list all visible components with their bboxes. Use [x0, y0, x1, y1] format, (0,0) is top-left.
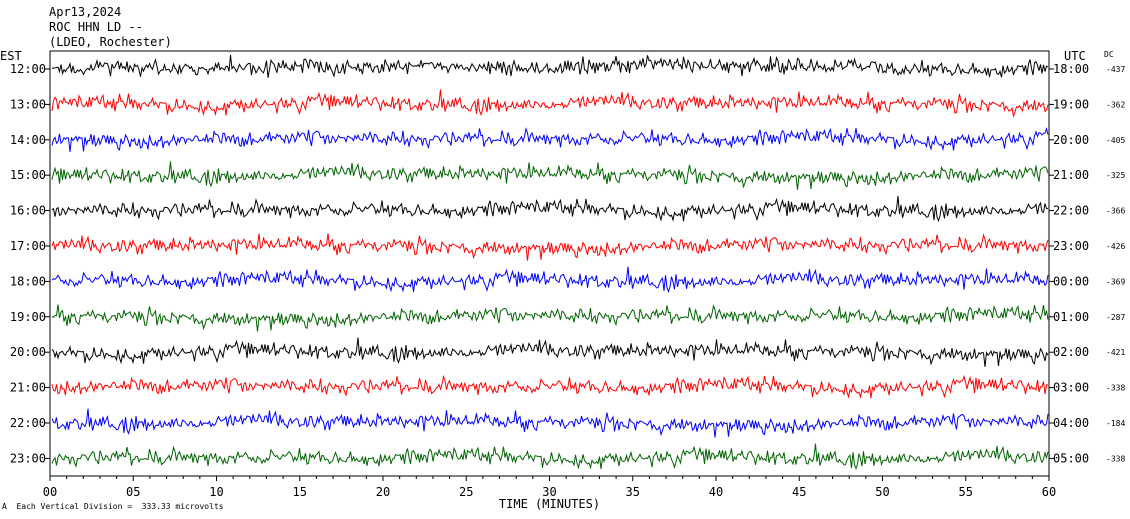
- trace-2100: [51, 374, 1049, 399]
- trace-1600: [51, 195, 1049, 223]
- utc-axis-title: UTC: [1064, 49, 1086, 63]
- est-hour-label: 18:00: [10, 274, 46, 288]
- trace-1400: [51, 126, 1049, 153]
- utc-hour-label: 01:00: [1053, 310, 1089, 324]
- est-axis-title: EST: [0, 49, 22, 63]
- dc-offset-label: -426: [1106, 242, 1125, 251]
- x-tick-label: 45: [792, 485, 806, 499]
- utc-hour-label: 20:00: [1053, 133, 1089, 147]
- est-hour-label: 12:00: [10, 62, 46, 76]
- station-label: ROC HHN LD --: [49, 20, 143, 34]
- est-hour-label: 22:00: [10, 416, 46, 430]
- est-hour-label: 20:00: [10, 345, 46, 359]
- utc-hour-label: 04:00: [1053, 416, 1089, 430]
- x-tick-label: 40: [709, 485, 723, 499]
- est-hour-label: 19:00: [10, 310, 46, 324]
- est-hour-label: 13:00: [10, 97, 46, 111]
- est-hour-label: 17:00: [10, 239, 46, 253]
- x-tick-label: 35: [626, 485, 640, 499]
- trace-2300: [51, 443, 1049, 470]
- dc-offset-label: -325: [1106, 171, 1125, 180]
- x-tick-label: 15: [293, 485, 307, 499]
- trace-1300: [51, 89, 1049, 118]
- network-label: (LDEO, Rochester): [49, 35, 172, 49]
- dc-offset-label: -338: [1106, 454, 1125, 463]
- dc-offset-label: -366: [1106, 207, 1125, 216]
- utc-hour-label: 21:00: [1053, 168, 1089, 182]
- x-tick-label: 50: [875, 485, 889, 499]
- dc-offset-label: -369: [1106, 277, 1125, 286]
- est-hour-label: 15:00: [10, 168, 46, 182]
- x-tick-label: 00: [43, 485, 57, 499]
- trace-1500: [51, 161, 1049, 190]
- footer-note: A Each Vertical Division = 333.33 microv…: [2, 502, 224, 511]
- dc-offset-label: -405: [1106, 136, 1125, 145]
- x-tick-label: 20: [376, 485, 390, 499]
- x-tick-label: 30: [542, 485, 556, 499]
- vertical-division-label: Each Vertical Division = 333.33 microvol…: [16, 502, 224, 511]
- utc-hour-label: 18:00: [1053, 62, 1089, 76]
- est-hour-label: 23:00: [10, 451, 46, 465]
- x-tick-label: 25: [459, 485, 473, 499]
- dc-offset-label: -437: [1106, 65, 1125, 74]
- trace-1200: [51, 55, 1049, 78]
- dc-offset-label: -287: [1106, 313, 1125, 322]
- utc-hour-label: 00:00: [1053, 274, 1089, 288]
- trace-2000: [51, 337, 1049, 367]
- dc-column-title: DC: [1104, 50, 1114, 59]
- dc-offset-label: -184: [1106, 419, 1125, 428]
- est-hour-label: 14:00: [10, 133, 46, 147]
- trace-2200: [51, 408, 1049, 438]
- plot-frame: [49, 50, 1050, 477]
- utc-hour-label: 03:00: [1053, 381, 1089, 395]
- trace-1700: [51, 233, 1049, 261]
- utc-hour-label: 23:00: [1053, 239, 1089, 253]
- trace-1900: [51, 304, 1049, 332]
- x-tick-label: 10: [209, 485, 223, 499]
- trace-group: [51, 55, 1049, 470]
- dc-offset-label: -362: [1106, 100, 1125, 109]
- dc-offset-label: -421: [1106, 348, 1125, 357]
- utc-hour-label: 05:00: [1053, 451, 1089, 465]
- x-axis-title: TIME (MINUTES): [499, 497, 600, 511]
- axis-group: 12:00 18:00 -437 13:00 19:00 -362 14:00 20:00 -4…: [0, 49, 1125, 511]
- est-hour-label: 21:00: [10, 381, 46, 395]
- utc-hour-label: 22:00: [1053, 204, 1089, 218]
- footer-marker: A: [2, 502, 7, 511]
- x-tick-label: 55: [959, 485, 973, 499]
- date-label: Apr13,2024: [49, 5, 122, 19]
- x-tick-label: 60: [1042, 485, 1056, 499]
- x-tick-label: 05: [126, 485, 140, 499]
- dc-offset-label: -338: [1106, 384, 1125, 393]
- utc-hour-label: 19:00: [1053, 97, 1089, 111]
- utc-hour-label: 02:00: [1053, 345, 1089, 359]
- trace-1800: [51, 266, 1049, 293]
- est-hour-label: 16:00: [10, 204, 46, 218]
